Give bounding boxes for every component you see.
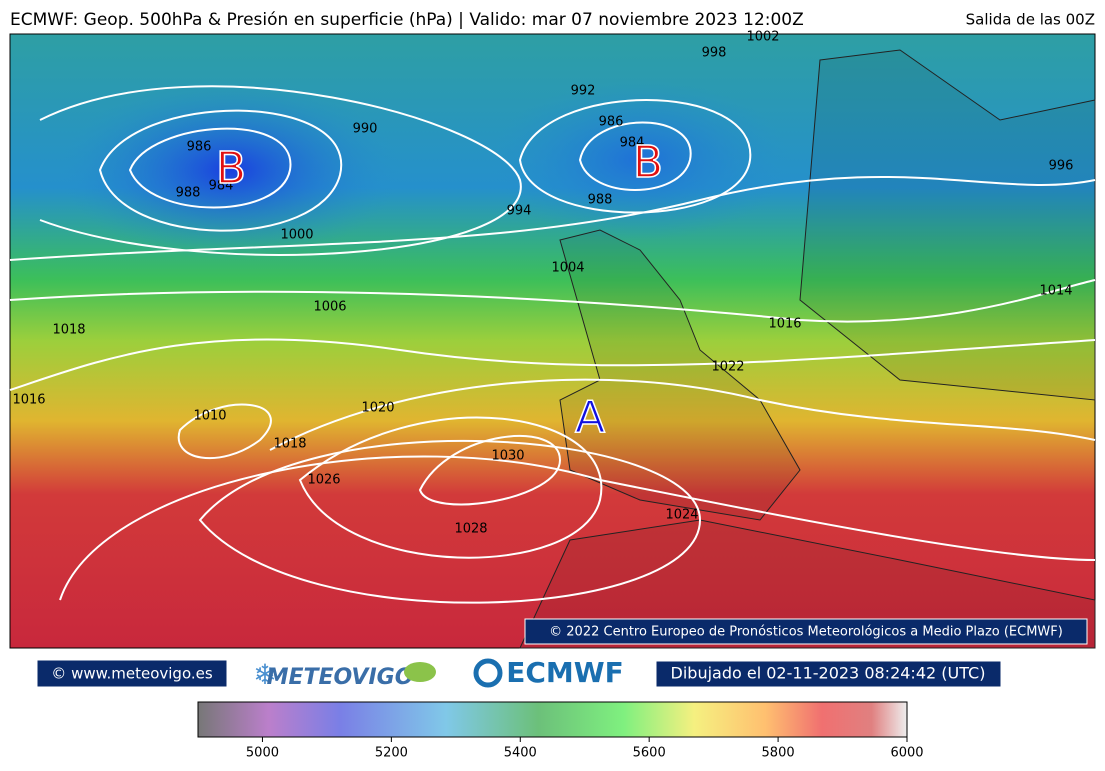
isobar-label: 1024 [665,508,698,523]
isobar-label: 1016 [12,393,45,408]
isobar-label: 996 [1049,159,1074,174]
isobar-label: 988 [588,193,613,208]
ecmwf: ECMWF [506,656,624,689]
isobar-label: 986 [187,140,212,155]
leaf-icon [404,662,436,682]
isobar-label: 1006 [313,300,346,315]
copyright: © 2022 Centro Europeo de Pronósticos Met… [549,625,1063,640]
pressure-center: B [633,137,663,188]
isobar-label: 998 [702,46,727,61]
ecmwf-icon [473,658,503,688]
isobar-label: 1000 [280,228,313,243]
isobar-label: 988 [176,186,201,201]
isobar-label: 992 [571,84,596,99]
site: © www.meteovigo.es [51,665,213,683]
colorbar-tick-label: 5600 [633,746,666,761]
isobar-label: 1022 [711,360,744,375]
isobar-label: 1030 [491,449,524,464]
isobar-label: 1002 [746,30,779,45]
isobar-label: 1018 [52,323,85,338]
run: Salida de las 00Z [966,11,1095,29]
isobar-label: 990 [353,122,378,137]
map: 1002 998 992 986 984 990 986 984 988 1000 994 988 10… [9,30,1096,649]
isobars [9,85,1096,604]
isobar-label: 1016 [768,317,801,332]
isobar-label: 986 [599,115,624,130]
title: ECMWF: Geop. 500hPa & Presión en superfi… [10,10,804,30]
isobar-label: 1026 [307,473,340,488]
isobar-label: 1028 [454,522,487,537]
isobar-label: 1018 [273,437,306,452]
isobar-label: 994 [507,204,532,219]
colorbar-tick-label: 5200 [375,746,408,761]
isobar-label: 1004 [551,261,584,276]
colorbar-tick-label: 6000 [890,746,923,761]
isobar-label: 984 [209,179,234,194]
pressure-center: A [575,392,605,443]
isobar-label: 1014 [1039,284,1072,299]
isobar-label: 984 [620,136,645,151]
colorbar-tick-label: 5400 [504,746,537,761]
brand: METEOVIGO [267,665,414,690]
drawn: Dibujado el 02-11-2023 08:24:42 (UTC) [671,664,986,683]
colorbar-tick-label: 5000 [246,746,279,761]
colorbar-tick-label: 5800 [762,746,795,761]
snowflake-icon: ❄ [253,658,276,691]
isobar-label: 1020 [361,401,394,416]
colorbar [197,701,908,738]
pressure-center: B [216,143,246,194]
isobar-label: 1010 [193,409,226,424]
